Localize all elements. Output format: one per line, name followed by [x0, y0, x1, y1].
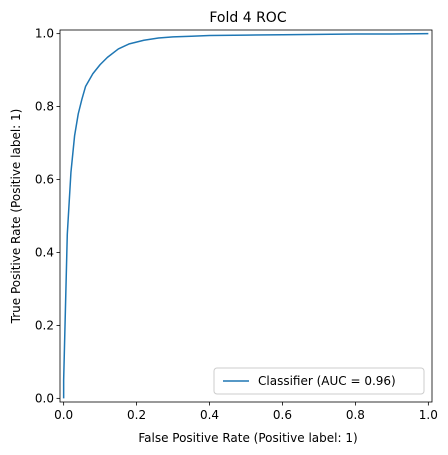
x-axis-label: False Positive Rate (Positive label: 1)	[138, 431, 357, 445]
legend-box	[213, 367, 425, 395]
y-tick-label: 0.8	[35, 100, 54, 114]
roc-curve-line	[62, 32, 429, 399]
legend: Classifier (AUC = 0.96)	[213, 367, 425, 395]
y-tick-label: 0.4	[35, 245, 54, 259]
x-tick-label: 0.0	[54, 408, 73, 422]
axis-ticks: 0.0 0.2 0.4 0.6 0.8 1.0 0.0 0.2 0.4 0.6 0.8 1.0	[35, 27, 438, 422]
y-tick-label: 0.6	[35, 173, 54, 187]
axes-frame	[59, 29, 433, 403]
y-axis-label: True Positive Rate (Positive label: 1)	[9, 109, 23, 325]
x-tick-label: 0.8	[346, 408, 365, 422]
x-tick-label: 0.6	[273, 408, 292, 422]
legend-label: Classifier (AUC = 0.96)	[258, 374, 396, 388]
chart-title: Fold 4 ROC	[209, 10, 286, 26]
x-tick-label: 0.2	[127, 408, 146, 422]
y-tick-label: 1.0	[35, 27, 54, 41]
plot-area	[59, 29, 433, 403]
x-tick-label: 0.4	[200, 408, 219, 422]
y-tick-label: 0.2	[35, 318, 54, 332]
x-tick-label: 1.0	[419, 408, 438, 422]
y-tick-label: 0.0	[35, 391, 54, 405]
